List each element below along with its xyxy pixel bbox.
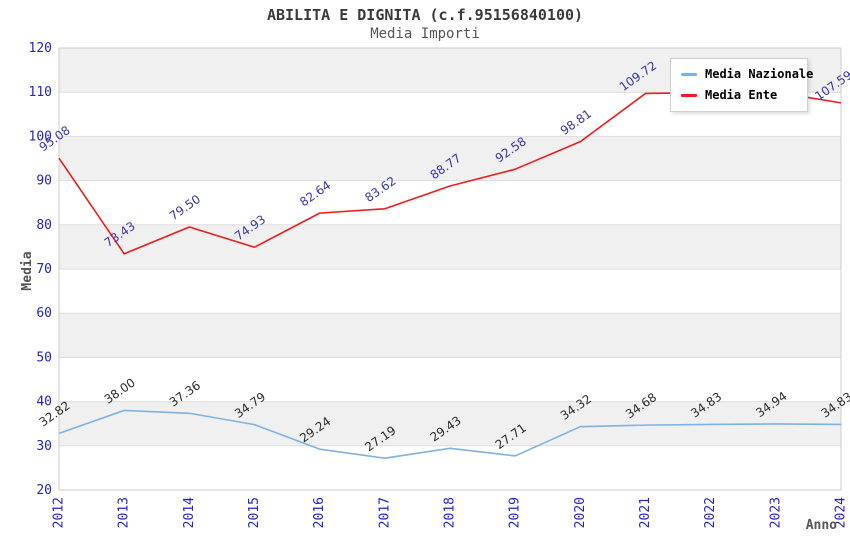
x-tick-label: 2021 [638, 497, 653, 528]
y-tick-label: 30 [36, 439, 52, 454]
y-axis-label: Media [20, 251, 35, 290]
x-tick-label: 2020 [573, 497, 588, 528]
data-point-label: 79.50 [167, 192, 203, 223]
data-point-label: 82.64 [297, 178, 333, 209]
x-tick-label: 2017 [377, 497, 392, 528]
chart-title: ABILITA E DIGNITA (c.f.95156840100) [266, 6, 584, 24]
y-tick-label: 60 [36, 306, 52, 321]
series-line-media-nazionale [58, 409, 842, 460]
y-tick-label: 110 [29, 85, 52, 100]
y-tick-label: 20 [36, 483, 52, 498]
x-tick-label: 2024 [834, 497, 849, 528]
x-tick-label: 2018 [443, 497, 458, 528]
y-tick-label: 80 [36, 218, 52, 233]
legend-item-media-nazionale: Media Nazionale [681, 67, 813, 81]
y-tick-label: 100 [29, 129, 52, 144]
y-tick-label: 40 [36, 395, 52, 410]
legend-label-media-nazionale: Media Nazionale [705, 67, 814, 81]
data-point-label: 98.81 [558, 107, 594, 138]
plot-band [59, 136, 841, 181]
plot-border [58, 47, 842, 491]
x-tick-label: 2014 [182, 497, 197, 528]
chart-legend: Media Nazionale Media Ente [670, 58, 813, 112]
legend-item-media-ente: Media Ente [681, 88, 797, 102]
plot-band [59, 313, 841, 358]
chart-subtitle: Media Importi [370, 26, 480, 42]
y-tick-label: 120 [29, 41, 52, 56]
legend-swatch-media-nazionale [681, 72, 697, 76]
y-tick-label: 90 [36, 174, 52, 189]
x-tick-label: 2022 [703, 497, 718, 528]
legend-label-media-ente: Media Ente [705, 88, 778, 102]
y-tick-label: 50 [36, 350, 52, 365]
x-tick-label: 2023 [768, 497, 783, 528]
x-tick-label: 2012 [52, 497, 67, 528]
x-tick-label: 2013 [117, 497, 132, 528]
x-tick-label: 2015 [247, 497, 262, 528]
x-tick-label: 2019 [508, 497, 523, 528]
x-tick-label: 2016 [312, 497, 327, 528]
y-tick-label: 70 [36, 262, 52, 277]
x-axis-label: Anno [806, 518, 837, 533]
plot-band [59, 224, 841, 269]
legend-swatch-media-ente [681, 93, 697, 97]
